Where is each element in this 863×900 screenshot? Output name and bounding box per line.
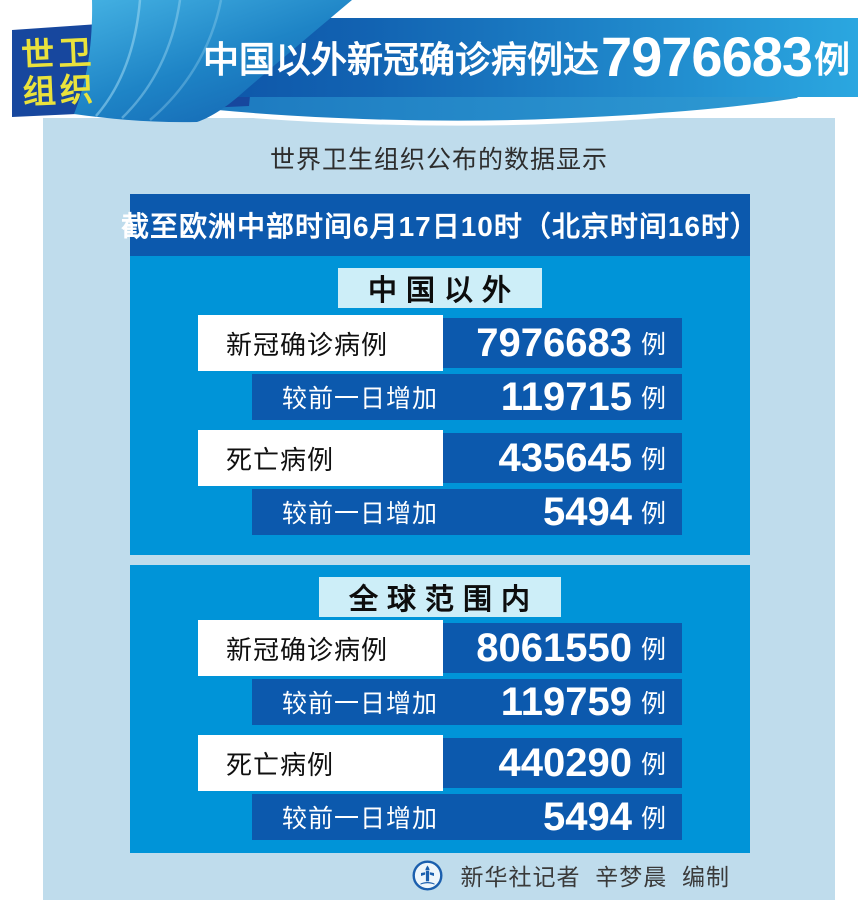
stat-unit: 例	[640, 446, 666, 474]
delta-row: 较前一日增加 119759 例	[252, 679, 682, 725]
delta-value: 5494	[543, 489, 632, 534]
title-number: 7976683	[600, 25, 813, 88]
stat-unit: 例	[640, 636, 666, 664]
panel-global: 全球范围内 新冠确诊病例 8061550 例 较前一日增加 119759 例 死…	[130, 565, 750, 853]
stat-label-chip: 死亡病例	[198, 735, 443, 791]
stat-unit: 例	[640, 805, 666, 833]
credit-text: 新华社记者 辛梦晨 编制	[460, 864, 730, 890]
delta-label: 较前一日增加	[282, 805, 439, 833]
who-badge-line1: 世卫	[20, 33, 96, 74]
page-title: 中国以外新冠确诊病例达 7976683 例	[195, 16, 858, 97]
timestamp-banner: 截至欧洲中部时间6月17日10时（北京时间16时）	[121, 194, 758, 256]
stat-value: 8061550	[476, 625, 632, 670]
who-badge: 世卫 组织	[20, 31, 143, 110]
footer: 新华社记者 辛梦晨 编制	[43, 855, 805, 895]
delta-row: 较前一日增加 5494 例	[252, 489, 682, 535]
ribbon-tail-shape	[109, 89, 803, 126]
stat-value: 440290	[498, 740, 632, 785]
stat-label: 死亡病例	[226, 749, 335, 780]
stat-value-box: 7976683 例	[443, 318, 682, 368]
stat-label: 死亡病例	[226, 444, 335, 475]
ribbon-swoosh-shape	[74, 0, 352, 123]
section-header-chip: 全球范围内	[318, 577, 562, 617]
delta-row: 较前一日增加 119715 例	[252, 374, 682, 420]
stat-unit: 例	[640, 500, 666, 528]
section-header-label: 全球范围内	[348, 584, 540, 616]
xinhua-emblem-icon	[412, 859, 443, 891]
title-suffix: 例	[814, 38, 851, 80]
stat-unit: 例	[640, 690, 666, 718]
delta-label: 较前一日增加	[282, 690, 439, 718]
delta-value: 5494	[543, 794, 632, 839]
stat-value-box: 435645 例	[443, 433, 682, 483]
stat-label-chip: 死亡病例	[198, 430, 443, 486]
panel-outside-china: 中国以外 新冠确诊病例 7976683 例 较前一日增加 119715 例 死亡…	[130, 256, 750, 555]
who-badge-line2: 组织	[22, 70, 98, 111]
stat-label-chip: 新冠确诊病例	[198, 620, 443, 676]
delta-value: 119759	[500, 679, 632, 724]
header-ribbon-graphic	[12, 0, 858, 126]
delta-label: 较前一日增加	[282, 385, 439, 413]
stat-unit: 例	[640, 385, 666, 413]
delta-value: 119715	[500, 374, 632, 419]
section-header-label: 中国以外	[367, 275, 521, 307]
stat-value: 435645	[498, 435, 632, 480]
stat-label: 新冠确诊病例	[226, 634, 389, 665]
stat-unit: 例	[640, 331, 666, 359]
delta-row: 较前一日增加 5494 例	[252, 794, 682, 840]
delta-label: 较前一日增加	[282, 500, 439, 528]
stat-value-box: 8061550 例	[443, 623, 682, 673]
section-header-chip: 中国以外	[337, 268, 543, 308]
subtitle: 世界卫生组织公布的数据显示	[269, 146, 608, 174]
stat-label-chip: 新冠确诊病例	[198, 315, 443, 371]
title-prefix: 中国以外新冠确诊病例达	[202, 38, 599, 80]
stat-value-box: 440290 例	[443, 738, 682, 788]
stat-value: 7976683	[476, 320, 632, 365]
stat-label: 新冠确诊病例	[226, 329, 389, 360]
stat-unit: 例	[640, 751, 666, 779]
timestamp-text: 截至欧洲中部时间6月17日10时（北京时间16时）	[121, 211, 760, 242]
